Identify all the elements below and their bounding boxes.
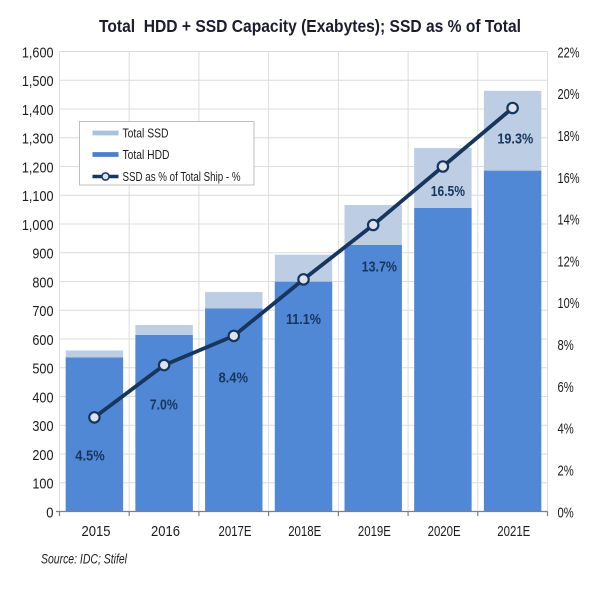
svg-text:Total HDD + SSD Capacity (Exa: Total HDD + SSD Capacity (Exabytes); SSD…: [99, 16, 521, 36]
svg-text:2%: 2%: [558, 463, 574, 480]
svg-text:1,000: 1,000: [22, 217, 54, 234]
svg-text:1,300: 1,300: [22, 131, 54, 148]
svg-text:20%: 20%: [558, 86, 580, 103]
svg-text:13.7%: 13.7%: [362, 260, 397, 276]
svg-text:400: 400: [32, 389, 53, 406]
svg-text:0: 0: [46, 504, 53, 521]
svg-text:4.5%: 4.5%: [75, 449, 105, 465]
svg-text:18%: 18%: [558, 128, 580, 145]
svg-text:19.3%: 19.3%: [497, 131, 533, 147]
svg-text:300: 300: [32, 418, 53, 435]
svg-text:11.1%: 11.1%: [286, 312, 321, 328]
svg-text:2018E: 2018E: [288, 523, 321, 540]
svg-text:1,200: 1,200: [22, 159, 54, 176]
svg-text:200: 200: [32, 447, 53, 464]
svg-text:7.0%: 7.0%: [150, 398, 178, 414]
svg-text:2020E: 2020E: [428, 523, 461, 540]
svg-text:4%: 4%: [558, 421, 574, 438]
svg-text:0%: 0%: [558, 504, 574, 521]
svg-text:8.4%: 8.4%: [218, 371, 248, 387]
svg-text:2017E: 2017E: [219, 523, 252, 540]
svg-text:16%: 16%: [558, 170, 580, 187]
svg-text:1,500: 1,500: [22, 73, 54, 90]
svg-text:1,400: 1,400: [22, 102, 54, 119]
svg-text:Source: IDC; Stifel: Source: IDC; Stifel: [41, 552, 128, 567]
svg-text:22%: 22%: [558, 44, 580, 61]
svg-text:16.5%: 16.5%: [431, 184, 465, 200]
svg-text:8%: 8%: [558, 337, 574, 354]
svg-text:500: 500: [32, 361, 53, 378]
svg-text:6%: 6%: [558, 379, 574, 396]
svg-text:700: 700: [32, 303, 53, 320]
svg-text:SSD as % of Total Ship - %: SSD as % of Total Ship - %: [123, 170, 241, 184]
svg-text:10%: 10%: [558, 295, 580, 312]
svg-text:100: 100: [32, 476, 53, 493]
svg-text:2016: 2016: [151, 523, 180, 540]
svg-text:600: 600: [32, 332, 53, 349]
svg-text:Total HDD: Total HDD: [123, 148, 170, 162]
svg-text:Total SSD: Total SSD: [123, 127, 169, 141]
svg-text:2021E: 2021E: [497, 523, 530, 540]
svg-text:1,600: 1,600: [22, 44, 54, 61]
svg-text:2015: 2015: [82, 523, 111, 540]
svg-text:800: 800: [32, 274, 53, 291]
svg-text:12%: 12%: [558, 253, 580, 270]
svg-text:900: 900: [32, 246, 53, 263]
svg-text:2019E: 2019E: [358, 523, 391, 540]
svg-text:14%: 14%: [558, 212, 580, 229]
svg-text:1,100: 1,100: [22, 188, 54, 205]
